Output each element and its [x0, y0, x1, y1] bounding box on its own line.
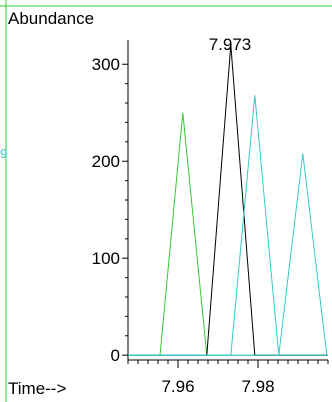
left-marker-text: 9 — [0, 146, 7, 161]
series-group — [128, 44, 328, 356]
y-tick-label: 300 — [92, 55, 120, 74]
y-tick-label: 0 — [111, 346, 120, 365]
y-ticks: 0 100 200 300 — [92, 55, 128, 365]
y-axis-label: Abundance — [8, 9, 94, 28]
x-tick-label: 7.96 — [161, 377, 194, 396]
x-tick-label: 7.98 — [241, 377, 274, 396]
series-line-3 — [128, 95, 328, 356]
x-ticks: 7.96 7.98 — [127, 360, 329, 396]
x-axis-label: Time--> — [8, 379, 66, 398]
series-line-1 — [128, 112, 328, 356]
y-tick-label: 100 — [92, 249, 120, 268]
series-line-4 — [128, 153, 328, 356]
y-tick-label: 200 — [92, 152, 120, 171]
peak-label: 7.973 — [209, 35, 252, 54]
series-line-2 — [128, 44, 328, 356]
